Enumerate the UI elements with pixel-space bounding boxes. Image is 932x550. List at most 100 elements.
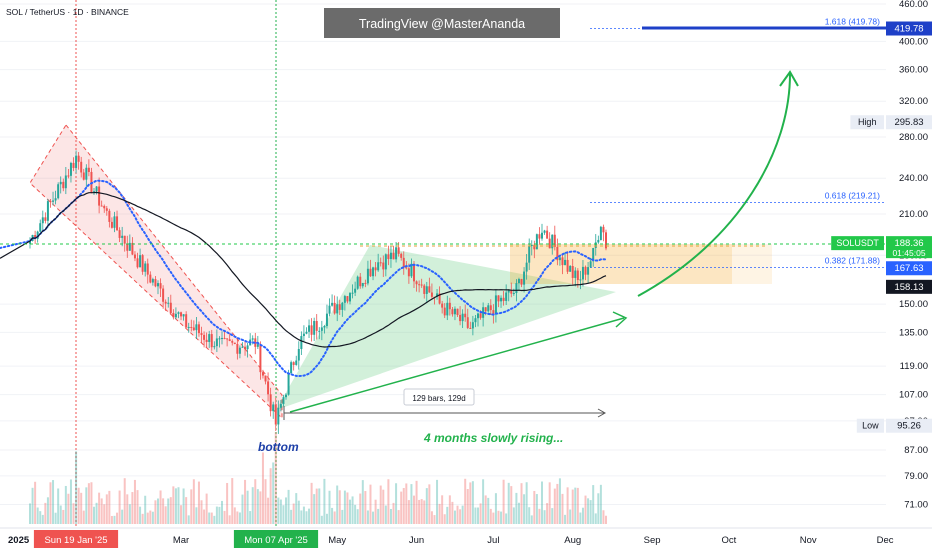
candle-body bbox=[494, 295, 497, 315]
volume-bar bbox=[407, 500, 410, 524]
candle-body bbox=[187, 326, 190, 328]
volume-bar bbox=[297, 500, 300, 524]
candle-body bbox=[405, 267, 408, 269]
candle-body bbox=[561, 257, 564, 266]
rising-arrowhead bbox=[612, 311, 628, 328]
candle-body bbox=[221, 337, 223, 339]
volume-bar bbox=[479, 503, 482, 524]
candle-body bbox=[482, 307, 485, 318]
time-axis: 2025FebMarMayJunJulAugSepOctNovDecSun 19… bbox=[8, 530, 894, 548]
candle-body bbox=[389, 252, 392, 260]
volume-bar bbox=[428, 484, 431, 524]
candle-body bbox=[41, 217, 44, 224]
volume-bar bbox=[482, 479, 485, 524]
bottom-annotation: bottom bbox=[258, 440, 299, 454]
volume-bar bbox=[553, 488, 556, 524]
volume-bar bbox=[331, 507, 334, 524]
volume-bar bbox=[525, 482, 528, 524]
volume-bar bbox=[392, 502, 395, 524]
volume-bar bbox=[133, 479, 136, 524]
volume-bar bbox=[328, 490, 331, 524]
candle-body bbox=[410, 263, 413, 277]
candle-body bbox=[210, 334, 213, 348]
candle-body bbox=[44, 217, 47, 221]
candle-body bbox=[428, 286, 431, 293]
volume-bar bbox=[105, 494, 108, 524]
candle-body bbox=[574, 270, 577, 278]
volume-bar bbox=[256, 489, 259, 524]
candle-body bbox=[116, 216, 119, 231]
volume-bar bbox=[300, 510, 303, 524]
candle-body bbox=[400, 253, 403, 258]
volume-bar bbox=[69, 479, 72, 524]
time-axis-bg[interactable] bbox=[0, 528, 932, 550]
volume-bar bbox=[167, 498, 170, 524]
volume-bar bbox=[474, 507, 477, 524]
candle-body bbox=[200, 333, 203, 335]
volume-bar bbox=[592, 485, 595, 524]
volume-bar bbox=[200, 500, 203, 524]
volume-bar bbox=[93, 506, 95, 524]
volume-bar bbox=[558, 478, 561, 524]
y-tick-label: 87.00 bbox=[904, 445, 928, 456]
volume-bar bbox=[341, 509, 344, 524]
candle-body bbox=[500, 297, 503, 302]
candle-body bbox=[446, 302, 449, 316]
candle-body bbox=[305, 331, 308, 334]
y-tick-label: 320.00 bbox=[899, 96, 928, 107]
volume-bar bbox=[566, 487, 569, 524]
projection-arrowhead bbox=[779, 70, 799, 87]
volume-bar bbox=[182, 488, 185, 524]
volume-bar bbox=[136, 490, 139, 524]
candle-body bbox=[269, 394, 272, 412]
volume-bar bbox=[366, 510, 369, 524]
candle-body bbox=[241, 346, 244, 348]
volume-bar bbox=[259, 491, 262, 524]
y-tick-label: 460.00 bbox=[899, 0, 928, 10]
volume-bar bbox=[584, 495, 587, 524]
volume-bar bbox=[433, 515, 436, 524]
candle-body bbox=[123, 235, 126, 244]
candle-body bbox=[384, 254, 387, 270]
volume-bar bbox=[228, 515, 231, 524]
volume-bar bbox=[215, 506, 218, 524]
volume-bar bbox=[77, 487, 80, 524]
volume-bar bbox=[62, 509, 65, 524]
candle-body bbox=[338, 304, 341, 310]
candle-body bbox=[328, 305, 331, 314]
candle-body bbox=[292, 362, 295, 365]
volume-bar bbox=[589, 500, 592, 524]
price-label-tag bbox=[856, 418, 884, 433]
candle-body bbox=[110, 221, 113, 228]
candle-body bbox=[231, 341, 234, 343]
y-tick-label: 240.00 bbox=[899, 173, 928, 184]
volume-bar bbox=[517, 502, 520, 524]
candle-body bbox=[430, 292, 433, 297]
volume-bar bbox=[372, 511, 375, 524]
volume-bar bbox=[318, 488, 321, 524]
volume-bar bbox=[541, 481, 543, 524]
volume-bar bbox=[441, 495, 444, 524]
volume-bar bbox=[100, 498, 103, 524]
candle-body bbox=[323, 326, 326, 328]
candle-body bbox=[333, 302, 336, 314]
volume-bar bbox=[249, 511, 252, 524]
countdown-label: 01:45:05 bbox=[892, 248, 925, 258]
candle-body bbox=[98, 186, 101, 206]
candle-body bbox=[343, 296, 346, 303]
y-tick-label: 150.00 bbox=[899, 299, 928, 310]
candle-body bbox=[310, 325, 313, 335]
candle-body bbox=[369, 268, 372, 277]
candle-body bbox=[126, 243, 129, 251]
candle-body bbox=[441, 303, 444, 308]
candle-body bbox=[569, 266, 572, 272]
volume-bar bbox=[423, 500, 426, 524]
candle-body bbox=[195, 324, 198, 331]
volume-bar bbox=[418, 499, 421, 524]
volume-bar bbox=[141, 513, 144, 524]
candle-body bbox=[413, 263, 415, 282]
candle-body bbox=[238, 347, 241, 354]
volume-bar bbox=[469, 482, 472, 524]
projection-arrow-curve bbox=[637, 73, 791, 297]
